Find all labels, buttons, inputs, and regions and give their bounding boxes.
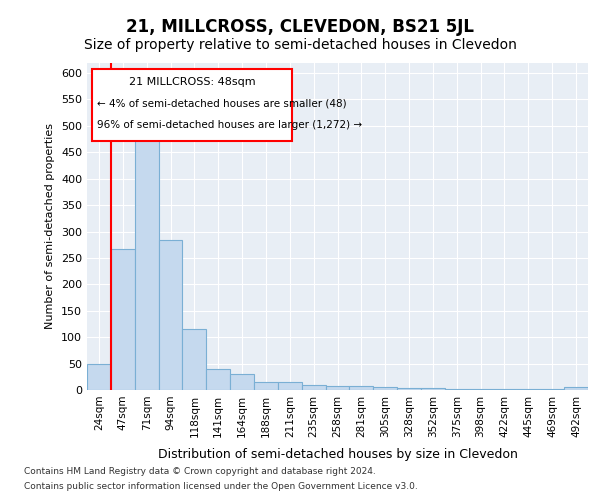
Bar [135,127,158,390]
Bar [445,389,469,390]
Text: 21 MILLCROSS: 48sqm: 21 MILLCROSS: 48sqm [129,77,256,87]
Bar [469,389,493,390]
Bar [421,388,445,390]
FancyBboxPatch shape [92,69,292,141]
Bar [564,388,588,390]
Y-axis label: Number of semi-detached properties: Number of semi-detached properties [46,123,55,329]
Text: Contains public sector information licensed under the Open Government Licence v3: Contains public sector information licen… [24,482,418,491]
Bar [111,249,135,390]
Bar [158,240,182,390]
Bar [254,382,278,390]
X-axis label: Distribution of semi-detached houses by size in Clevedon: Distribution of semi-detached houses by … [158,448,517,461]
Bar [206,369,230,390]
Bar [349,386,373,390]
Text: ← 4% of semi-detached houses are smaller (48): ← 4% of semi-detached houses are smaller… [97,98,347,108]
Bar [397,388,421,390]
Bar [326,386,349,390]
Text: Contains HM Land Registry data © Crown copyright and database right 2024.: Contains HM Land Registry data © Crown c… [24,467,376,476]
Bar [230,374,254,390]
Text: 21, MILLCROSS, CLEVEDON, BS21 5JL: 21, MILLCROSS, CLEVEDON, BS21 5JL [126,18,474,36]
Text: Size of property relative to semi-detached houses in Clevedon: Size of property relative to semi-detach… [83,38,517,52]
Text: 96% of semi-detached houses are larger (1,272) →: 96% of semi-detached houses are larger (… [97,120,362,130]
Bar [373,388,397,390]
Bar [278,382,302,390]
Bar [182,330,206,390]
Bar [302,384,326,390]
Bar [87,364,111,390]
